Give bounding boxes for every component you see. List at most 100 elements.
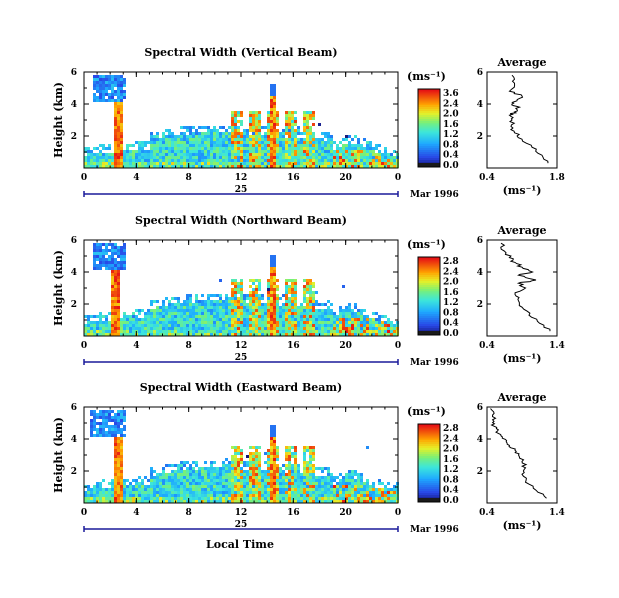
profile-x-tick-label: 0.4 [479, 173, 495, 183]
profile-unit: (ms⁻¹) [503, 184, 542, 197]
profile-y-tick-label: 2 [477, 300, 483, 310]
profile-frame [486, 239, 558, 337]
colorbar-tick-label: 0.8 [443, 475, 459, 485]
colorbar-step [418, 305, 440, 309]
colorbar-step [418, 488, 440, 491]
heatmap-panel-2: Spectral Width (Northward Beam)0 4 8 12 16 20… [52, 214, 565, 368]
x-tick-label: 4 [133, 508, 139, 518]
colorbar-step [418, 90, 440, 94]
colorbar-step [418, 480, 440, 484]
colorbar-tick-label: 2.4 [443, 434, 459, 444]
y-axis-label: Height (km) [52, 417, 65, 493]
colorbar-tick-label: 2.0 [443, 278, 459, 288]
y-tick-label: 6 [71, 236, 77, 246]
colorbar-step [418, 315, 440, 319]
y-tick-label: 4 [71, 268, 77, 278]
colorbar-tick-label: 0.4 [443, 151, 459, 161]
profile-y-tick-label: 6 [477, 68, 483, 78]
colorbar: (ms⁻¹) 3.62.42.01.61.20.80.40.0 [407, 70, 459, 171]
colorbar-step [418, 321, 440, 324]
colorbar: (ms⁻¹) 2.82.42.01.61.20.80.40.0 [407, 238, 459, 339]
colorbar-step [418, 445, 440, 448]
panel-title: Spectral Width (Vertical Beam) [144, 46, 337, 59]
colorbar-step [418, 435, 440, 439]
colorbar-step [418, 143, 440, 147]
x-tick-label: 12 [235, 341, 248, 351]
colorbar-step [418, 280, 440, 283]
profile-y-tick-label: 4 [477, 100, 483, 110]
colorbar-step [418, 470, 440, 474]
x-tick-label: 20 [339, 173, 352, 183]
date-day: 25 [235, 520, 248, 530]
colorbar-step [418, 126, 440, 129]
colorbar-step [418, 463, 440, 466]
colorbar-step [418, 313, 440, 317]
colorbar-tick-label: 1.2 [443, 130, 459, 140]
colorbar-step [418, 478, 440, 482]
profile-title: Average [496, 224, 546, 237]
colorbar-tick-label: 0.8 [443, 308, 459, 318]
colorbar-step [418, 264, 440, 268]
profile-x-tick-label: 1.4 [549, 341, 565, 351]
colorbar-step [418, 451, 440, 454]
profile-line [508, 74, 549, 164]
colorbar-step [418, 159, 440, 162]
colorbar-step [418, 309, 440, 313]
colorbar-step [418, 307, 440, 311]
profile-x-tick-label: 1.4 [549, 508, 565, 518]
colorbar-step [418, 299, 440, 303]
colorbar-step [418, 325, 440, 328]
colorbar-step [418, 449, 440, 452]
colorbar-frame [417, 88, 441, 168]
colorbar-step [418, 455, 440, 458]
colorbar-tick-label: 2.4 [443, 99, 459, 109]
colorbar-tick-label: 0.0 [443, 161, 459, 171]
y-tick-label: 2 [71, 467, 77, 477]
x-tick-label: 16 [287, 508, 300, 518]
profile-frame [486, 406, 558, 504]
colorbar-tick-label: 0.0 [443, 496, 459, 506]
colorbar-step [418, 317, 440, 320]
colorbar-step [418, 482, 440, 486]
colorbar-step [418, 139, 440, 143]
colorbar-tick-label: 2.4 [443, 267, 459, 277]
colorbar-step [418, 92, 440, 96]
x-axis-label: Local Time [206, 538, 274, 551]
colorbar-step [418, 457, 440, 460]
colorbar-step [418, 490, 440, 493]
heatmap-panel-3: Spectral Width (Eastward Beam)0 4 8 12 16 20 0… [52, 381, 565, 535]
colorbar-tick-label: 0.4 [443, 319, 459, 329]
colorbar-tick-label: 2.0 [443, 445, 459, 455]
profile-y-tick-label: 4 [477, 268, 483, 278]
colorbar-step [418, 270, 440, 274]
colorbar-frame [417, 256, 441, 336]
profile-x-tick-label: 0.4 [479, 341, 495, 351]
colorbar-step [418, 120, 440, 123]
colorbar-step [418, 133, 440, 137]
date-day: 25 [235, 185, 248, 195]
colorbar-step [418, 294, 440, 297]
y-tick-label: 6 [71, 68, 77, 78]
colorbar-tick-label: 0.0 [443, 329, 459, 339]
colorbar-step [418, 161, 440, 164]
colorbar-step [418, 100, 440, 104]
x-tick-label: 0 [395, 341, 401, 351]
profile-y-tick-label: 4 [477, 435, 483, 445]
colorbar-step [418, 276, 440, 280]
colorbar-step [418, 292, 440, 295]
y-tick-label: 6 [71, 403, 77, 413]
colorbar-step [418, 274, 440, 278]
colorbar-base [418, 331, 440, 335]
colorbar-step [418, 484, 440, 487]
colorbar-step [418, 433, 440, 437]
colorbar-step [418, 429, 440, 433]
heatmap-cells [84, 75, 399, 168]
colorbar-step [418, 129, 440, 133]
colorbar-step [418, 443, 440, 447]
colorbar-step [418, 110, 440, 113]
average-profile: Average 6 4 2 0.4 1.4 (ms⁻¹) [477, 224, 565, 365]
colorbar-step [418, 492, 440, 495]
colorbar-step [418, 282, 440, 285]
colorbar-step [418, 437, 440, 441]
colorbar-step [418, 297, 440, 301]
